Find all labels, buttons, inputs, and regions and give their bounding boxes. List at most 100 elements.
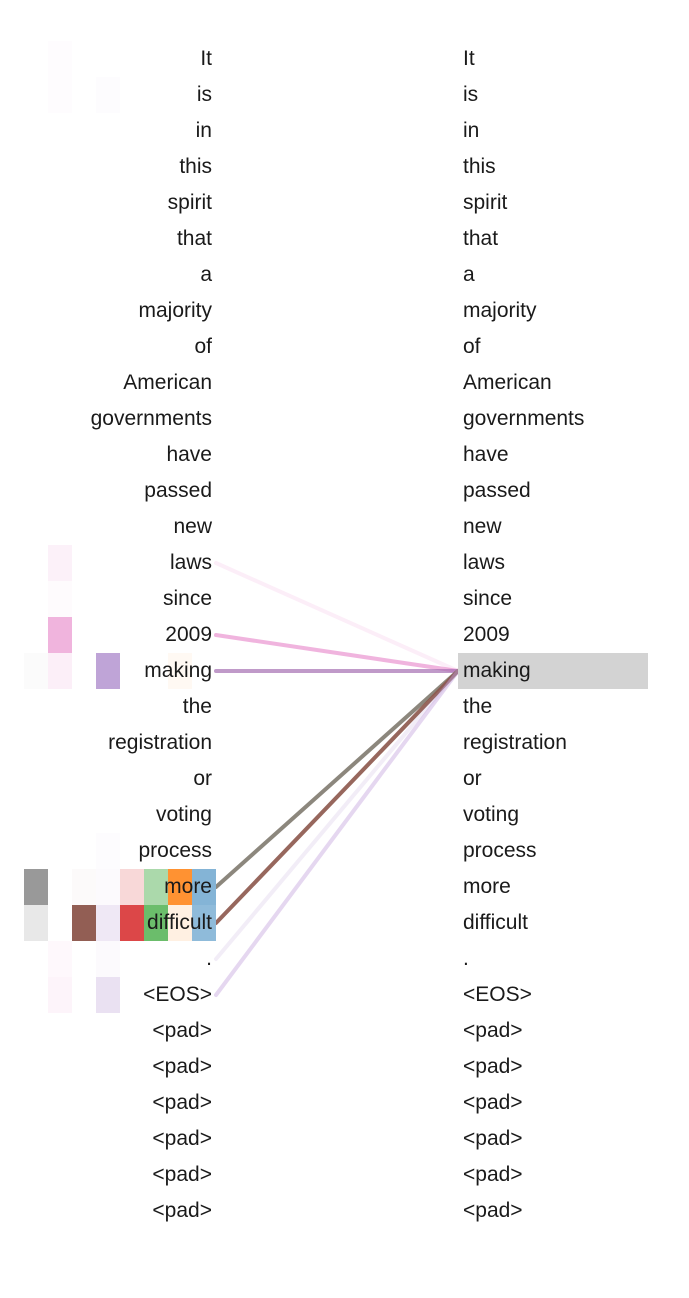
target-token[interactable]: the (463, 695, 493, 718)
attention-cell (96, 653, 120, 689)
attention-cell (120, 905, 144, 941)
attention-link (214, 669, 460, 997)
attention-cell (96, 833, 120, 869)
source-token[interactable]: <pad> (152, 1091, 212, 1114)
source-token[interactable]: <pad> (152, 1127, 212, 1150)
target-token[interactable]: in (463, 119, 480, 142)
attention-cell (168, 653, 192, 689)
attention-cell (48, 941, 72, 977)
attention-cell (48, 581, 72, 617)
attention-link (214, 669, 460, 925)
attention-cell (48, 545, 72, 581)
attention-cell (144, 869, 168, 905)
source-token[interactable]: <EOS> (143, 983, 212, 1006)
target-token[interactable]: <pad> (463, 1199, 523, 1222)
target-token[interactable]: 2009 (463, 623, 510, 646)
attention-cell (24, 869, 48, 905)
source-token[interactable]: registration (108, 731, 212, 754)
source-token[interactable]: <pad> (152, 1019, 212, 1042)
attention-link (214, 633, 460, 673)
attention-cell (144, 905, 168, 941)
target-token[interactable]: laws (463, 551, 506, 574)
target-token[interactable]: a (463, 263, 475, 286)
target-token[interactable]: voting (463, 803, 520, 826)
source-token[interactable]: passed (144, 479, 212, 502)
target-token[interactable]: this (463, 155, 496, 178)
target-token[interactable]: or (463, 767, 482, 790)
source-token[interactable]: <pad> (152, 1199, 212, 1222)
target-token[interactable]: <pad> (463, 1163, 523, 1186)
source-token[interactable]: voting (155, 803, 212, 826)
source-token[interactable]: this (179, 155, 212, 178)
target-token[interactable]: majority (463, 299, 537, 322)
target-token[interactable]: since (463, 587, 513, 610)
target-token[interactable]: <pad> (463, 1055, 523, 1078)
source-token[interactable]: a (200, 263, 212, 286)
attention-cell (24, 905, 48, 941)
attention-link (214, 561, 460, 673)
source-token[interactable]: is (196, 83, 212, 106)
selected-target-highlight (458, 653, 648, 689)
target-token[interactable]: It (463, 47, 475, 70)
source-token[interactable]: 2009 (165, 623, 212, 646)
attention-cell (48, 653, 72, 689)
target-token[interactable]: <pad> (463, 1091, 523, 1114)
source-token[interactable]: more (164, 875, 212, 898)
target-token[interactable]: of (463, 335, 481, 358)
source-token[interactable]: since (162, 587, 212, 610)
attention-cell (48, 41, 72, 77)
source-token[interactable]: that (176, 227, 212, 250)
target-token[interactable]: new (463, 515, 502, 538)
source-token[interactable]: or (193, 767, 212, 790)
attention-cell (120, 869, 144, 905)
target-token[interactable]: passed (463, 479, 531, 502)
attention-link (214, 669, 460, 889)
target-token[interactable]: spirit (463, 191, 508, 214)
source-token[interactable]: <pad> (152, 1163, 212, 1186)
target-token[interactable]: registration (463, 731, 567, 754)
source-token[interactable]: laws (169, 551, 212, 574)
attention-cell (192, 905, 216, 941)
target-token[interactable]: process (463, 839, 537, 862)
source-token[interactable]: majority (138, 299, 212, 322)
target-token[interactable]: making (463, 659, 531, 682)
target-token[interactable]: <pad> (463, 1019, 523, 1042)
attention-link (214, 669, 460, 961)
target-token[interactable]: . (463, 947, 469, 970)
target-token[interactable]: American (463, 371, 552, 394)
source-token[interactable]: American (123, 371, 212, 394)
attention-cell (96, 905, 120, 941)
source-token[interactable]: . (206, 947, 212, 970)
source-token[interactable]: of (194, 335, 212, 358)
attention-cell (48, 617, 72, 653)
target-token[interactable]: governments (463, 407, 585, 430)
attention-cell (192, 869, 216, 905)
source-token[interactable]: difficult (147, 911, 212, 934)
source-token[interactable]: spirit (167, 191, 212, 214)
attention-cell (96, 869, 120, 905)
target-token[interactable]: that (463, 227, 499, 250)
source-token[interactable]: governments (90, 407, 212, 430)
source-token[interactable]: <pad> (152, 1055, 212, 1078)
source-token[interactable]: making (144, 659, 212, 682)
source-token[interactable]: new (173, 515, 212, 538)
target-token[interactable]: <pad> (463, 1127, 523, 1150)
attention-cell (168, 869, 192, 905)
source-token[interactable]: have (166, 443, 212, 466)
source-token[interactable]: the (182, 695, 212, 718)
attention-cell (96, 941, 120, 977)
attention-cell (96, 977, 120, 1013)
target-token[interactable]: have (463, 443, 509, 466)
target-token[interactable]: difficult (463, 911, 528, 934)
attention-cell (96, 77, 120, 113)
source-token[interactable]: process (138, 839, 212, 862)
source-token[interactable]: It (200, 47, 212, 70)
target-token[interactable]: <EOS> (463, 983, 532, 1006)
attention-cell (24, 653, 48, 689)
source-token[interactable]: in (195, 119, 212, 142)
attention-cell (48, 77, 72, 113)
target-token[interactable]: more (463, 875, 511, 898)
target-token[interactable]: is (463, 83, 479, 106)
